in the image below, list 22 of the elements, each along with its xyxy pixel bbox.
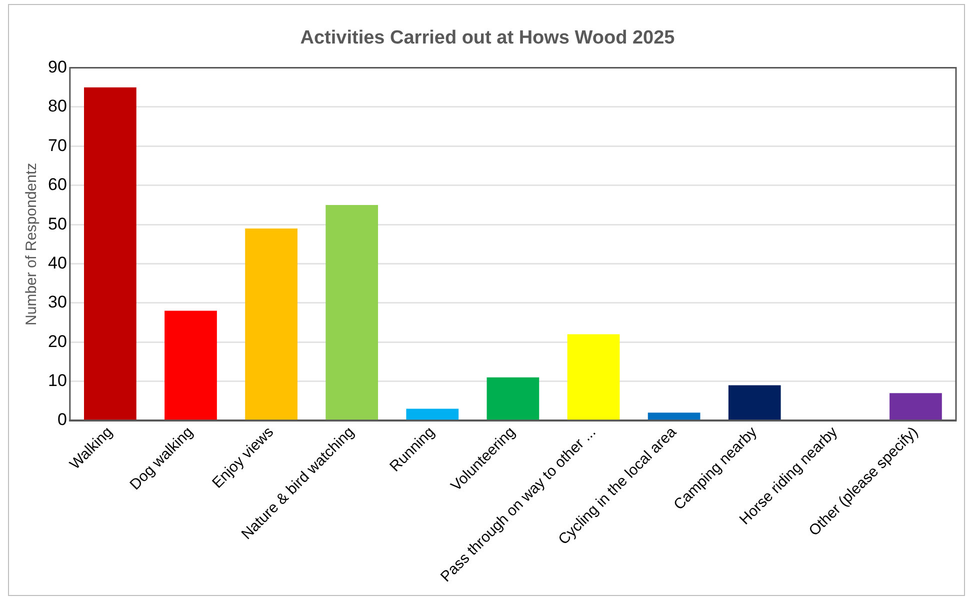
chart-title: Activities Carried out at Hows Wood 2025 [300, 28, 676, 49]
bar [84, 87, 136, 420]
y-tick-label: 10 [48, 371, 67, 390]
bar [245, 228, 298, 420]
y-axis-title: Number of Respondentz [23, 162, 40, 326]
bar [728, 385, 781, 420]
bar [326, 204, 378, 420]
bar [890, 393, 942, 420]
bar [164, 310, 217, 420]
y-tick-label: 60 [48, 175, 67, 194]
y-tick-label: 40 [48, 253, 67, 272]
y-tick-label: 20 [48, 332, 67, 351]
y-tick-label: 50 [48, 214, 67, 234]
bar [486, 377, 540, 420]
y-tick-label: 0 [57, 410, 67, 430]
y-tick-label: 80 [48, 96, 67, 116]
y-tick-label: 70 [48, 136, 67, 155]
bar [406, 408, 459, 420]
y-tick-label: 30 [48, 292, 67, 312]
bar [648, 412, 700, 420]
y-tick-label: 90 [48, 57, 67, 76]
bar [567, 334, 620, 420]
